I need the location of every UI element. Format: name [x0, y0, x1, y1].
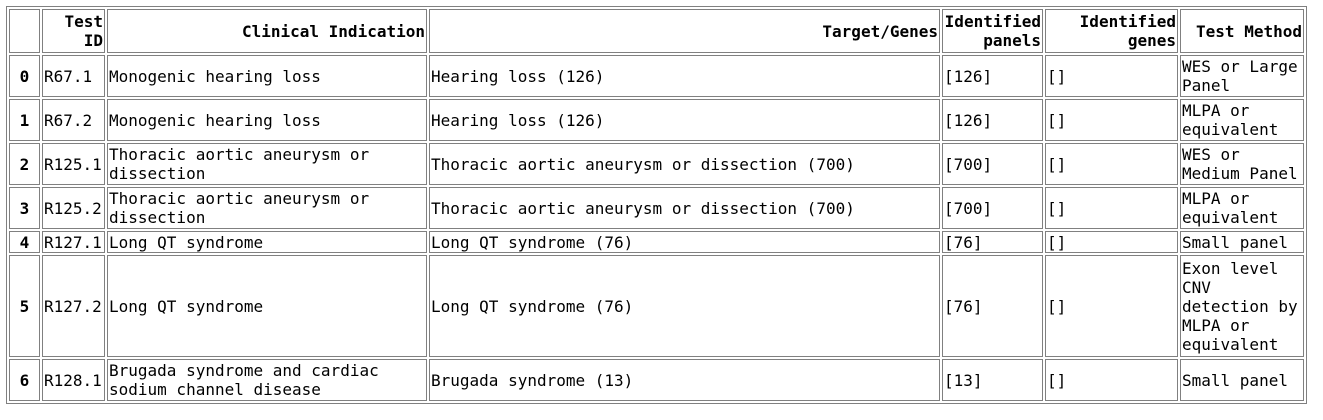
target-genes-header: Target/Genes — [429, 9, 940, 53]
identified-genes-cell: [] — [1045, 143, 1178, 185]
row-index: 0 — [9, 55, 40, 97]
identified-panels-cell: [700] — [942, 143, 1043, 185]
target-genes-cell: Thoracic aortic aneurysm or dissection (… — [429, 143, 940, 185]
identified-panels-cell: [126] — [942, 55, 1043, 97]
identified-genes-cell: [] — [1045, 187, 1178, 229]
identified-genes-cell: [] — [1045, 55, 1178, 97]
table-row: 4 R127.1 Long QT syndrome Long QT syndro… — [9, 231, 1304, 253]
table-row: 0 R67.1 Monogenic hearing loss Hearing l… — [9, 55, 1304, 97]
target-genes-cell: Brugada syndrome (13) — [429, 359, 940, 401]
target-genes-cell: Hearing loss (126) — [429, 55, 940, 97]
target-genes-cell: Thoracic aortic aneurysm or dissection (… — [429, 187, 940, 229]
clinical-indication-header: Clinical Indication — [107, 9, 427, 53]
clinical-indication-cell: Thoracic aortic aneurysm or dissection — [107, 143, 427, 185]
dataframe-table: Test ID Clinical Indication Target/Genes… — [6, 6, 1307, 404]
identified-panels-header: Identified panels — [942, 9, 1043, 53]
identified-panels-cell: [700] — [942, 187, 1043, 229]
test-id-cell: R127.1 — [42, 231, 105, 253]
row-index: 6 — [9, 359, 40, 401]
test-method-cell: WES or Medium Panel — [1180, 143, 1304, 185]
row-index: 2 — [9, 143, 40, 185]
clinical-indication-cell: Long QT syndrome — [107, 231, 427, 253]
clinical-indication-cell: Thoracic aortic aneurysm or dissection — [107, 187, 427, 229]
clinical-indication-cell: Long QT syndrome — [107, 255, 427, 357]
test-id-cell: R125.2 — [42, 187, 105, 229]
clinical-indication-cell: Monogenic hearing loss — [107, 99, 427, 141]
test-method-cell: MLPA or equivalent — [1180, 99, 1304, 141]
test-method-cell: Exon level CNV detection by MLPA or equi… — [1180, 255, 1304, 357]
target-genes-cell: Long QT syndrome (76) — [429, 231, 940, 253]
target-genes-cell: Long QT syndrome (76) — [429, 255, 940, 357]
header-row: Test ID Clinical Indication Target/Genes… — [9, 9, 1304, 53]
test-method-cell: Small panel — [1180, 359, 1304, 401]
test-method-cell: Small panel — [1180, 231, 1304, 253]
table-row: 1 R67.2 Monogenic hearing loss Hearing l… — [9, 99, 1304, 141]
test-method-cell: WES or Large Panel — [1180, 55, 1304, 97]
test-method-cell: MLPA or equivalent — [1180, 187, 1304, 229]
identified-panels-cell: [76] — [942, 231, 1043, 253]
table-row: 6 R128.1 Brugada syndrome and cardiac so… — [9, 359, 1304, 401]
identified-genes-cell: [] — [1045, 231, 1178, 253]
test-id-cell: R125.1 — [42, 143, 105, 185]
target-genes-cell: Hearing loss (126) — [429, 99, 940, 141]
row-index: 3 — [9, 187, 40, 229]
clinical-indication-cell: Brugada syndrome and cardiac sodium chan… — [107, 359, 427, 401]
identified-genes-cell: [] — [1045, 255, 1178, 357]
test-id-cell: R127.2 — [42, 255, 105, 357]
index-header — [9, 9, 40, 53]
row-index: 4 — [9, 231, 40, 253]
test-method-header: Test Method — [1180, 9, 1304, 53]
table-row: 3 R125.2 Thoracic aortic aneurysm or dis… — [9, 187, 1304, 229]
table-row: 5 R127.2 Long QT syndrome Long QT syndro… — [9, 255, 1304, 357]
row-index: 5 — [9, 255, 40, 357]
row-index: 1 — [9, 99, 40, 141]
test-id-cell: R67.1 — [42, 55, 105, 97]
table-row: 2 R125.1 Thoracic aortic aneurysm or dis… — [9, 143, 1304, 185]
identified-panels-cell: [126] — [942, 99, 1043, 141]
test-id-cell: R67.2 — [42, 99, 105, 141]
test-id-cell: R128.1 — [42, 359, 105, 401]
identified-panels-cell: [76] — [942, 255, 1043, 357]
identified-panels-cell: [13] — [942, 359, 1043, 401]
clinical-indication-cell: Monogenic hearing loss — [107, 55, 427, 97]
identified-genes-cell: [] — [1045, 99, 1178, 141]
identified-genes-header: Identified genes — [1045, 9, 1178, 53]
test-id-header: Test ID — [42, 9, 105, 53]
identified-genes-cell: [] — [1045, 359, 1178, 401]
